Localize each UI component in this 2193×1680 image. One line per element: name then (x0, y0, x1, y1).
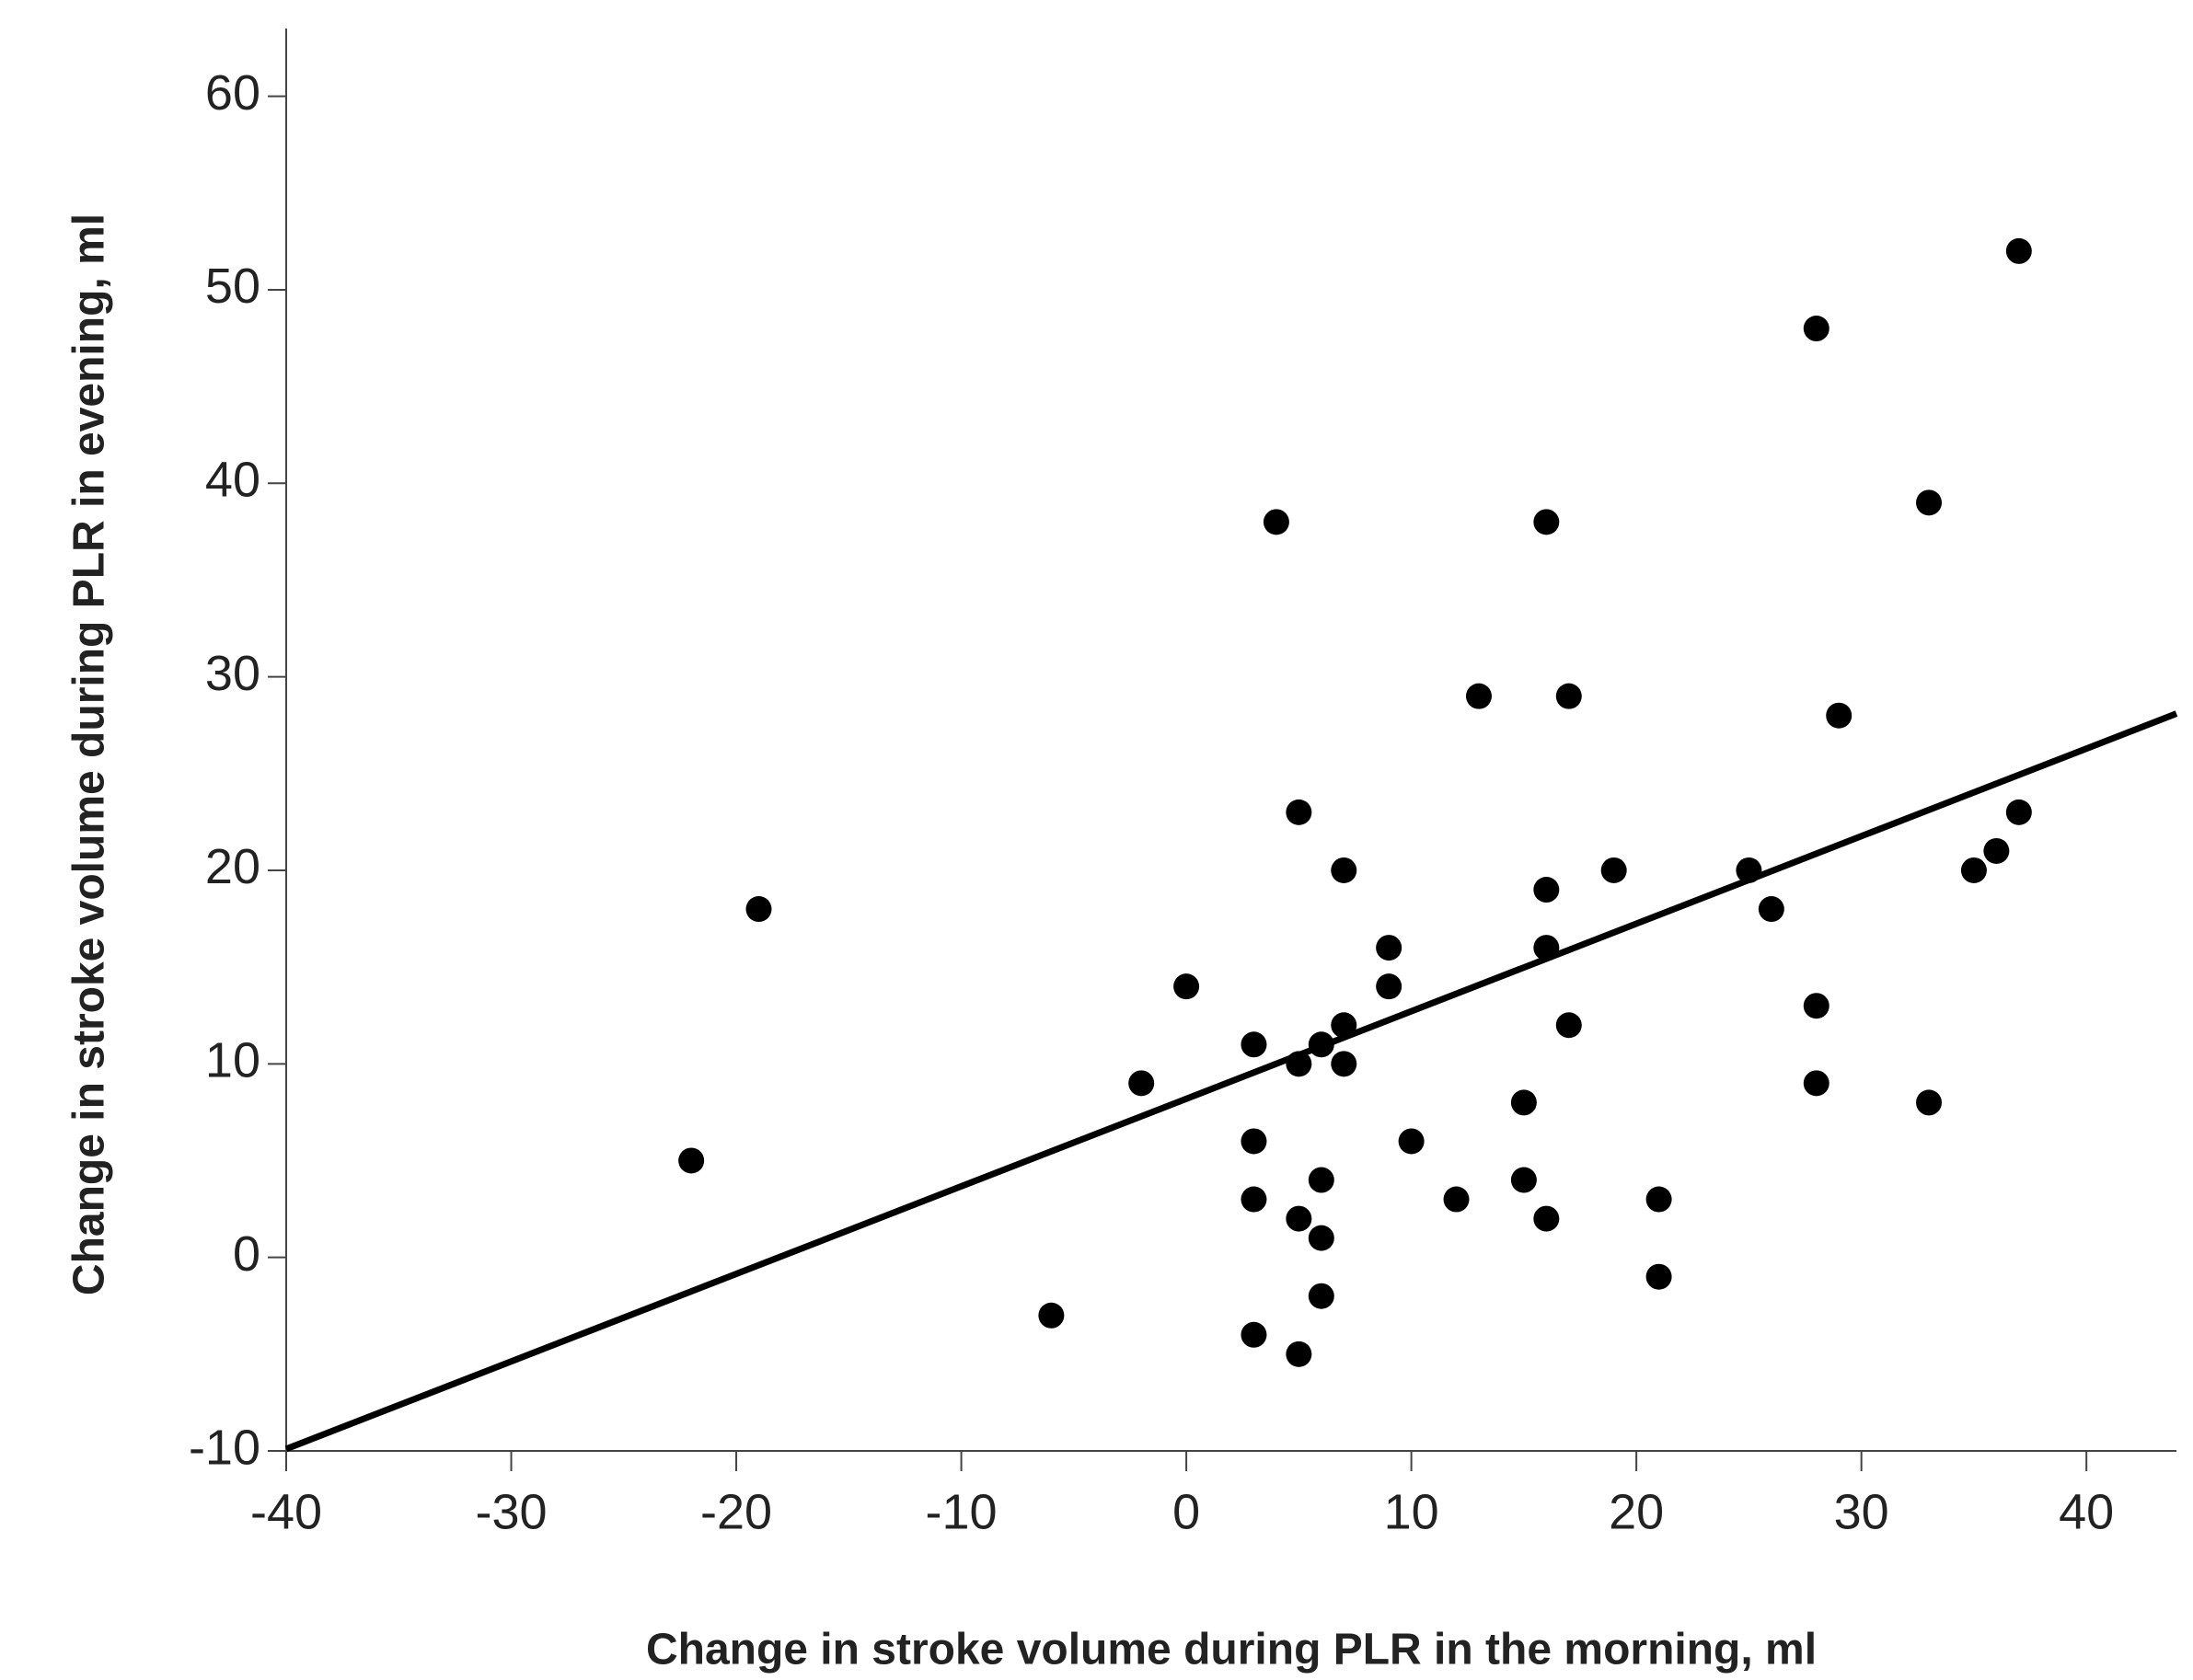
point (1533, 509, 1560, 535)
point (1533, 1205, 1560, 1232)
point (1286, 1051, 1312, 1077)
point (1510, 1089, 1537, 1116)
x-tick-label: -20 (700, 1484, 772, 1539)
point (1736, 857, 1762, 883)
point (1038, 1302, 1065, 1329)
x-tick-label: 10 (1384, 1484, 1439, 1539)
point (1803, 993, 1829, 1019)
point (1555, 683, 1582, 709)
point (1286, 799, 1312, 825)
point (1308, 1283, 1334, 1309)
point (1286, 1341, 1312, 1367)
point (1555, 1012, 1582, 1039)
x-tick-label: 20 (1609, 1484, 1664, 1539)
fit-line (284, 710, 2178, 1453)
point (678, 1147, 705, 1174)
y-tick-label: -10 (189, 1420, 260, 1475)
point (1803, 1070, 1829, 1097)
point (1398, 1128, 1425, 1155)
point (1376, 973, 1402, 1000)
point (1241, 1186, 1267, 1213)
point (1826, 702, 1853, 729)
point (2005, 799, 2032, 825)
point (1916, 489, 1943, 516)
point (1331, 1051, 1357, 1077)
point (1533, 935, 1560, 961)
point (1241, 1031, 1267, 1058)
y-tick-label: 50 (205, 259, 260, 314)
point (1331, 857, 1357, 883)
point (1645, 1186, 1672, 1213)
point (1443, 1186, 1470, 1213)
point (1533, 877, 1560, 903)
point (1173, 973, 1200, 1000)
point (1241, 1128, 1267, 1155)
y-tick-label: 40 (205, 453, 260, 508)
y-tick-label: 10 (205, 1033, 260, 1088)
point (1983, 837, 2010, 864)
y-tick-label: 60 (205, 65, 260, 121)
x-tick-label: -10 (926, 1484, 998, 1539)
point (1916, 1089, 1943, 1116)
y-tick-label: 20 (205, 839, 260, 894)
point (1331, 1012, 1357, 1039)
point (1308, 1031, 1334, 1058)
x-tick-label: 0 (1172, 1484, 1200, 1539)
point (1645, 1263, 1672, 1290)
point (1128, 1070, 1155, 1097)
point (1510, 1167, 1537, 1193)
point (1758, 896, 1784, 923)
y-axis-title: Change in stroke volume during PLR in ev… (65, 213, 114, 1295)
point (1286, 1205, 1312, 1232)
point (1308, 1167, 1334, 1193)
point (2005, 237, 2032, 264)
x-tick-label: -30 (476, 1484, 548, 1539)
y-tick-label: 30 (205, 646, 260, 701)
point (1803, 316, 1829, 342)
point (1600, 857, 1627, 883)
point (1465, 683, 1492, 709)
point (1241, 1321, 1267, 1348)
point (1960, 857, 1987, 883)
y-tick-label: 0 (233, 1226, 260, 1282)
point (1376, 935, 1402, 961)
point (1263, 509, 1289, 535)
x-tick-label: 30 (1834, 1484, 1889, 1539)
x-tick-label: -40 (250, 1484, 322, 1539)
x-tick-label: 40 (2059, 1484, 2114, 1539)
point (745, 896, 772, 923)
point (1308, 1225, 1334, 1251)
x-axis-title: Change in stroke volume during PLR in th… (646, 1626, 1817, 1674)
